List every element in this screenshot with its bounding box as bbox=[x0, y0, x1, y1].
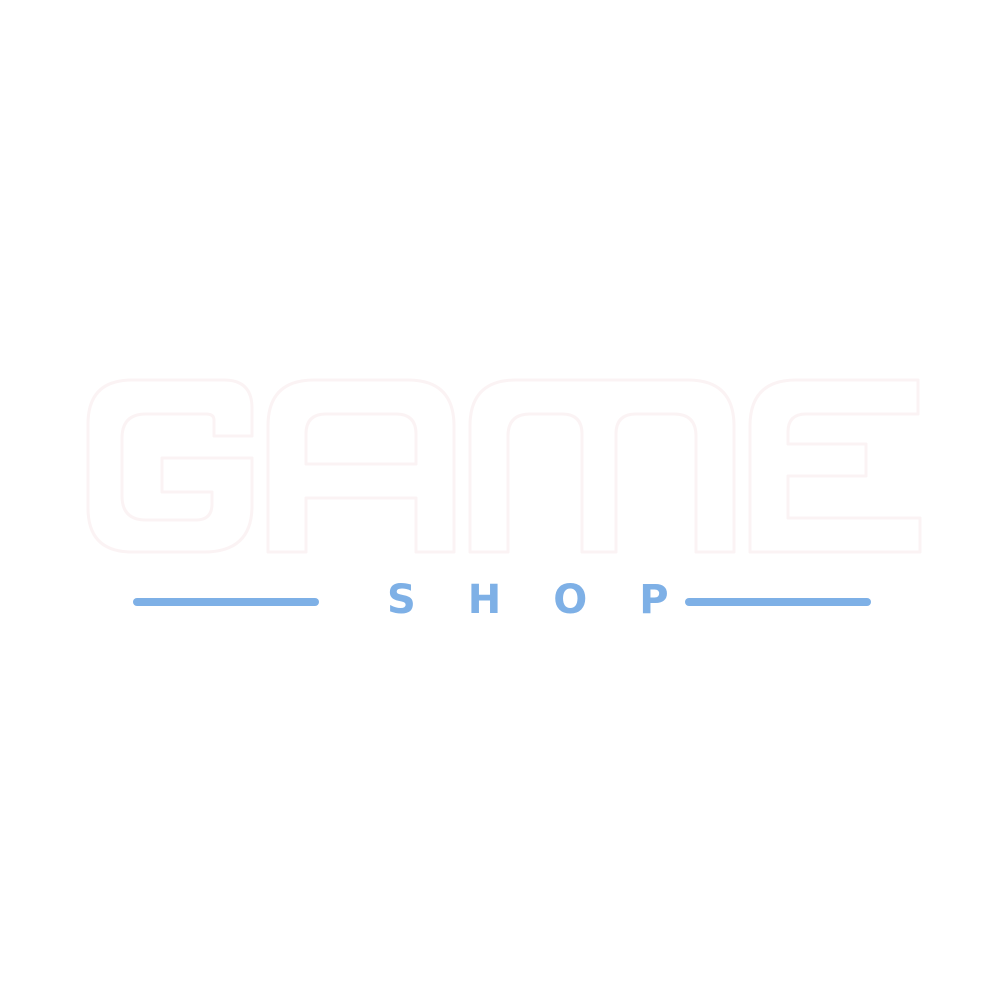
shop-tagline: SHOP bbox=[387, 577, 721, 623]
letter-e bbox=[748, 378, 922, 554]
right-divider-line bbox=[685, 598, 871, 606]
tagline-row: SHOP bbox=[0, 578, 1000, 628]
letter-a bbox=[266, 378, 456, 554]
letter-g bbox=[86, 378, 254, 554]
left-divider-line bbox=[133, 598, 319, 606]
letter-m bbox=[468, 378, 736, 554]
game-wordmark bbox=[86, 378, 922, 554]
